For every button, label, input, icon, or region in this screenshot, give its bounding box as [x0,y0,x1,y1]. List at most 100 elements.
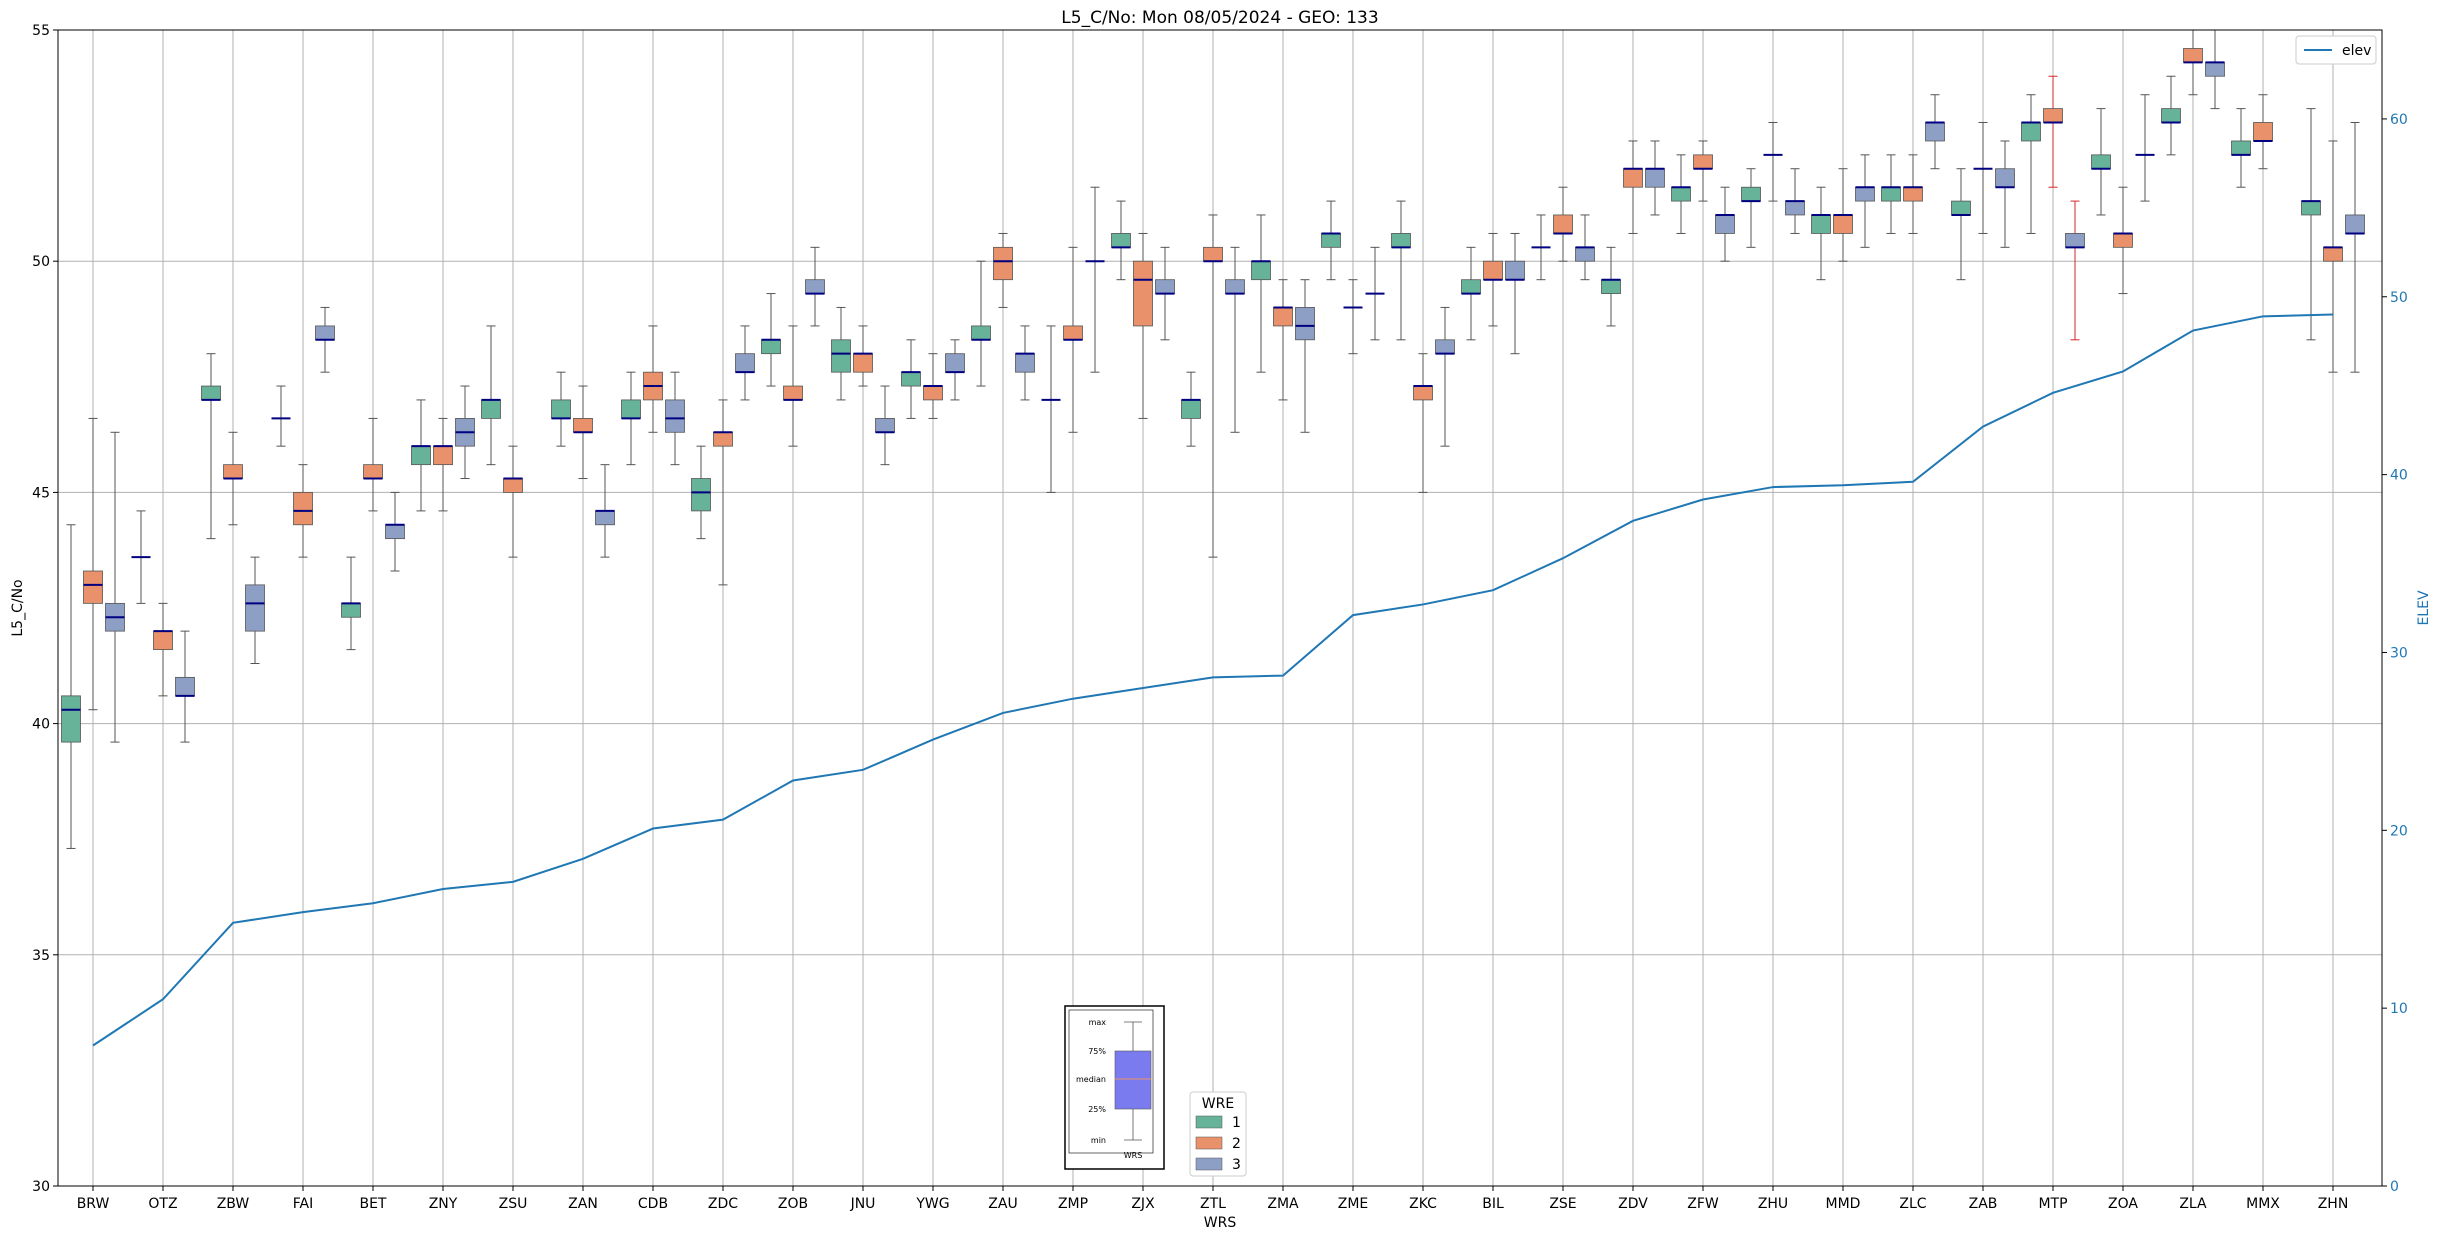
iqr-box [1155,279,1175,294]
x-tick-label: MMD [1826,1196,1861,1212]
x-tick-label: ZDC [708,1196,738,1212]
box-zbw-wre1 [201,353,221,540]
x-tick-label: ZAN [568,1196,598,1212]
box-zdv-wre2 [1623,140,1643,234]
box-fai-wre1 [271,385,291,447]
inset-label-75: 75% [1088,1047,1106,1056]
box-zla-wre1 [2161,75,2181,156]
box-zhu-wre1 [1741,168,1761,248]
iqr-box [1435,339,1455,355]
box-zab-wre1 [1951,168,1971,281]
iqr-box [2183,48,2203,63]
box-zma-wre1 [1251,214,1271,373]
box-zme-wre2 [1343,279,1363,355]
box-mtp-wre2 [2043,75,2063,188]
x-tick-label: FAI [293,1196,313,1212]
box-zlc-wre3 [1925,94,1945,170]
box-zob-wre2 [783,325,803,447]
box-zny-wre2 [433,417,453,512]
iqr-box [1133,260,1153,327]
iqr-box [875,418,895,433]
box-zfw-wre2 [1693,140,1713,202]
iqr-box [1505,260,1525,281]
box-ztl-wre1 [1181,371,1201,447]
x-tick-label: BET [359,1196,386,1212]
iqr-box [1015,353,1035,373]
inset-label-min: min [1091,1136,1106,1145]
box-zob-wre3 [805,246,825,327]
box-bet-wre2 [363,417,383,512]
box-zjx-wre1 [1111,200,1131,281]
iqr-box [1063,325,1083,341]
iqr-box [783,385,803,401]
box-zan-wre1 [551,371,571,447]
x-tick-label: ZHN [2318,1196,2349,1212]
box-zhn-wre3 [2345,121,2365,373]
y2-tick-label: 0 [2390,1179,2399,1195]
iqr-box [853,353,873,373]
y2-tick-label: 30 [2390,645,2408,661]
wre-legend: WRE 1 2 3 [1189,1091,1247,1177]
x-tick-label: MTP [2038,1196,2067,1212]
y-tick-label: 40 [32,717,50,733]
iqr-box [293,491,313,526]
box-zny-wre1 [411,399,431,512]
iqr-box [2231,140,2251,156]
y2-tick-label: 20 [2390,823,2408,839]
x-tick-label: ZOA [2108,1196,2138,1212]
box-zkc-wre2 [1413,353,1433,493]
box-bil-wre1 [1461,246,1481,341]
iqr-box [315,325,335,341]
x-tick-label: ZLA [2179,1196,2207,1212]
iqr-box [1855,186,1875,202]
iqr-box [1225,279,1245,294]
iqr-box [2161,108,2181,123]
inset-label-25: 25% [1088,1105,1106,1114]
x-tick-label: ZMA [1267,1196,1299,1212]
y-tick-label: 35 [32,948,50,964]
box-zmp-wre2 [1063,246,1083,433]
x-tick-label: OTZ [148,1196,177,1212]
iqr-box [901,371,921,387]
iqr-box [573,418,593,433]
box-zbw-wre2 [223,431,243,526]
iqr-box [1461,279,1481,294]
box-zab-wre3 [1995,140,2015,248]
iqr-box [1203,246,1223,262]
iqr-box [153,630,173,651]
box-zab-wre2 [1973,121,1993,234]
inset-box [1114,1050,1152,1110]
iqr-box [2043,108,2063,123]
box-otz-wre1 [131,510,151,604]
box-zsu-wre2 [503,445,523,558]
x-tick-label: ZOB [778,1196,808,1212]
iqr-box [1321,233,1341,248]
inset-xlabel: WRS [1124,1151,1143,1160]
iqr-box [385,524,405,540]
inset-label-median: median [1076,1075,1106,1084]
y-axis-label: L5_C/No [10,579,26,636]
iqr-box [2345,214,2365,234]
x-tick-label: ZJX [1131,1196,1155,1212]
x-tick-label: ZMP [1058,1196,1088,1212]
y-axis: 30 35 40 45 50 55 [32,23,58,1195]
x-tick-label: ZBW [217,1196,250,1212]
iqr-box [761,339,781,355]
iqr-box [2091,154,2111,170]
box-zkc-wre3 [1435,306,1455,447]
box-layer [61,29,2365,849]
y2-tick-label: 60 [2390,112,2408,128]
iqr-box [1575,246,1595,262]
elev-legend: elev [2295,35,2377,65]
x-tick-label: MMX [2246,1196,2280,1212]
box-zsu-wre1 [481,325,501,466]
box-otz-wre3 [175,630,195,743]
box-brw-wre3 [105,431,125,743]
box-zfw-wre3 [1715,186,1735,262]
x-tick-label: ZNY [429,1196,458,1212]
box-zme-wre1 [1321,200,1341,281]
x-tick-label: ZSU [499,1196,528,1212]
box-zjx-wre3 [1155,246,1175,341]
iqr-box [2065,233,2085,248]
x-tick-label: YWG [915,1196,949,1212]
